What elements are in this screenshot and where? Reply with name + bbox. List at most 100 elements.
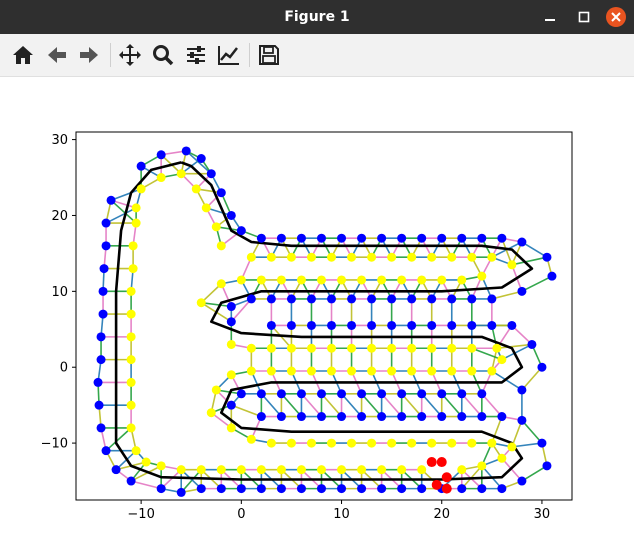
inner-point [126, 423, 136, 433]
inner-point [266, 366, 276, 376]
outer-point [427, 294, 437, 304]
inner-point [126, 400, 136, 410]
outer-point [337, 233, 347, 243]
outer-point [417, 412, 427, 422]
outer-point [367, 320, 377, 330]
inner-point [236, 465, 246, 475]
inner-point [467, 366, 477, 376]
outer-point [407, 294, 417, 304]
edit-axis-button[interactable] [214, 40, 244, 70]
inner-point [126, 309, 136, 319]
configure-subplots-button[interactable] [181, 40, 211, 70]
outer-point [316, 412, 326, 422]
x-tick-label: 10 [333, 507, 350, 522]
outer-point [542, 461, 552, 471]
inner-point [126, 332, 136, 342]
outer-point [537, 438, 547, 448]
outer-point [337, 412, 347, 422]
inner-point [316, 275, 326, 285]
outer-point [226, 400, 236, 410]
outer-point [477, 389, 487, 399]
outer-point [296, 484, 306, 494]
inner-point [387, 366, 397, 376]
outer-point [457, 484, 467, 494]
maximize-icon [578, 11, 590, 23]
inner-point [457, 275, 467, 285]
inner-point [467, 252, 477, 262]
outer-point [101, 241, 111, 251]
inner-point [196, 298, 206, 308]
back-button[interactable] [42, 40, 72, 70]
outer-point [327, 320, 337, 330]
zoom-magnifier-icon [153, 45, 174, 66]
inner-point [286, 252, 296, 262]
maximize-button[interactable] [574, 7, 594, 27]
outer-point [377, 484, 387, 494]
inner-point [286, 438, 296, 448]
figure-canvas[interactable]: −10 0 10 20 30 −10 0 10 20 30 [0, 76, 634, 552]
save-floppy-icon [259, 45, 279, 65]
graph-edge [521, 241, 548, 258]
outer-point [196, 154, 206, 164]
graph-edge [340, 393, 363, 418]
inner-point [347, 252, 357, 262]
outer-point [96, 423, 106, 433]
minimize-icon [545, 19, 555, 21]
pan-button[interactable] [115, 40, 145, 70]
minimize-button[interactable] [540, 7, 560, 27]
graph-edge [320, 393, 343, 418]
outer-point [181, 146, 191, 156]
inner-point [216, 279, 226, 289]
inner-point [417, 465, 427, 475]
inner-point [126, 286, 136, 296]
outer-point [316, 484, 326, 494]
outer-point [316, 389, 326, 399]
graph-edge [441, 393, 463, 418]
save-button[interactable] [254, 40, 284, 70]
graph-edge [110, 199, 137, 224]
graph-edge [200, 283, 222, 304]
outer-point [397, 233, 407, 243]
axes-frame [75, 131, 573, 501]
outer-point [457, 233, 467, 243]
inner-point [306, 343, 316, 353]
inner-point [126, 377, 136, 387]
highlight-point [431, 479, 442, 490]
forward-button[interactable] [74, 40, 104, 70]
outer-point [437, 389, 447, 399]
inner-point [447, 343, 457, 353]
inner-point [487, 252, 497, 262]
graph-edge [260, 393, 283, 418]
outer-point [256, 233, 266, 243]
zoom-button[interactable] [148, 40, 178, 70]
inner-point [276, 465, 286, 475]
outer-point [477, 484, 487, 494]
inner-point [191, 184, 201, 194]
outer-point [106, 195, 116, 205]
inner-point [447, 438, 457, 448]
outer-point [226, 210, 236, 220]
home-button[interactable] [8, 40, 38, 70]
inner-point [447, 366, 457, 376]
graph-edge [421, 393, 443, 418]
graph-edge [201, 301, 232, 308]
inner-point [236, 275, 246, 285]
inner-point [477, 461, 487, 471]
outer-point [347, 294, 357, 304]
outer-point [377, 233, 387, 243]
close-button[interactable] [606, 7, 626, 27]
outer-point [517, 415, 527, 425]
inner-point [246, 366, 256, 376]
inner-point [131, 446, 141, 456]
x-tick-label: −10 [127, 507, 154, 522]
outer-point [347, 320, 357, 330]
inner-point [377, 275, 387, 285]
graph-edge [511, 256, 548, 266]
graph-edge [521, 275, 553, 293]
outer-point [437, 233, 447, 243]
outer-point [407, 320, 417, 330]
inner-point [427, 252, 437, 262]
inner-point [407, 343, 417, 353]
outer-point [477, 233, 487, 243]
matplotlib-toolbar [0, 34, 634, 77]
